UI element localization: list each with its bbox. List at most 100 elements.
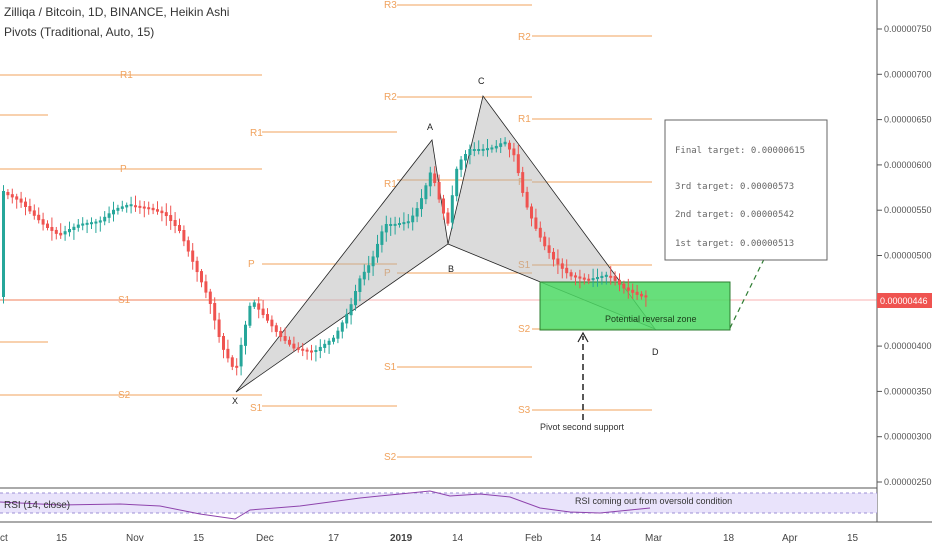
- price-tick-label: 0.00000250: [884, 477, 932, 487]
- candle-body: [186, 240, 190, 252]
- candle-body: [178, 225, 181, 231]
- pivot-label: R1: [250, 128, 263, 139]
- candle-body: [345, 314, 349, 324]
- pivot-label: R1: [518, 114, 531, 125]
- harmonic-pattern: X A B C D: [232, 76, 659, 406]
- candle-body: [472, 149, 476, 151]
- candle-body: [591, 278, 595, 281]
- candle-body: [640, 293, 643, 297]
- candle-body: [15, 196, 19, 200]
- candle-body: [41, 219, 45, 225]
- time-tick-label: Feb: [525, 533, 543, 544]
- candle-body: [129, 204, 133, 207]
- candle-body: [37, 214, 41, 221]
- support-arrow-head: [577, 331, 589, 343]
- candle-body: [195, 260, 199, 273]
- candle-body: [613, 276, 617, 281]
- candle-body: [635, 291, 639, 295]
- candle-body: [332, 337, 335, 342]
- time-tick-label: 14: [590, 533, 602, 544]
- pattern-point-label: A: [427, 122, 433, 132]
- candle-body: [248, 305, 252, 326]
- candle-body: [257, 303, 261, 310]
- candle-body: [292, 343, 296, 349]
- candle-body: [406, 221, 410, 224]
- candle-body: [261, 308, 265, 316]
- candle-body: [318, 346, 322, 352]
- candle-body: [85, 222, 89, 225]
- candle-body: [578, 276, 582, 279]
- last-price-label: 0.00000446: [880, 296, 928, 306]
- candle-body: [182, 230, 186, 242]
- time-tick-label: ct: [0, 533, 8, 544]
- candle-body: [415, 208, 419, 217]
- candle-body: [217, 319, 221, 337]
- rsi-note: RSI coming out from oversold condition: [575, 496, 732, 506]
- candle-body: [230, 357, 234, 367]
- price-tick-label: 0.00000350: [884, 386, 932, 396]
- candle-body: [81, 223, 85, 226]
- rsi-pane: [0, 490, 877, 520]
- candle-body: [565, 267, 569, 274]
- price-tick-label: 0.00000500: [884, 251, 932, 261]
- time-tick-label: 18: [723, 533, 735, 544]
- pivot-label: S1: [518, 260, 531, 271]
- candle-body: [525, 191, 529, 208]
- candle-body: [138, 205, 142, 208]
- candle-body: [574, 275, 577, 278]
- candle-body: [98, 220, 102, 223]
- candle-body: [516, 154, 520, 174]
- candle-body: [600, 275, 604, 278]
- candle-body: [481, 148, 485, 151]
- candle-body: [450, 195, 454, 223]
- candle-body: [270, 319, 274, 327]
- zone-label: Potential reversal zone: [605, 314, 697, 324]
- candle-body: [512, 148, 516, 156]
- candle-body: [626, 287, 630, 291]
- candle-body: [538, 227, 542, 238]
- pivot-label: S2: [118, 390, 131, 401]
- pivot-label: S1: [384, 362, 397, 373]
- time-tick-label: Dec: [256, 533, 274, 544]
- candle-body: [72, 226, 76, 230]
- indicator-label: Pivots (Traditional, Auto, 15): [4, 25, 154, 39]
- candle-body: [19, 198, 23, 203]
- candle-body: [125, 204, 129, 208]
- rsi-label: RSI (14, close): [4, 500, 70, 511]
- candle-body: [371, 256, 375, 267]
- candle-body: [486, 148, 489, 151]
- pivot-label: S1: [118, 295, 131, 306]
- candle-body: [459, 159, 463, 170]
- candle-body: [442, 198, 445, 214]
- candle-body: [587, 278, 591, 281]
- candle-body: [402, 222, 406, 225]
- candle-body: [94, 221, 98, 224]
- candle-body: [76, 224, 80, 228]
- price-tick-label: 0.00000650: [884, 115, 932, 125]
- candle-body: [323, 343, 327, 348]
- pivot-label: R2: [384, 92, 397, 103]
- candle-body: [354, 291, 357, 306]
- candle-body: [274, 325, 278, 332]
- candle-body: [446, 212, 450, 224]
- candle-body: [534, 217, 538, 229]
- candle-body: [6, 192, 10, 196]
- candle-body: [28, 206, 32, 212]
- candle-body: [2, 191, 5, 297]
- time-tick-label: 15: [193, 533, 205, 544]
- candle-body: [582, 277, 586, 280]
- candle-body: [327, 340, 331, 345]
- pivot-label: R3: [384, 0, 397, 11]
- pivot-label: R1: [120, 70, 133, 81]
- pattern-point-label: D: [652, 347, 659, 357]
- candle-body: [398, 223, 401, 225]
- candle-body: [618, 279, 621, 285]
- candle-body: [631, 289, 635, 293]
- candle-body: [169, 215, 173, 222]
- candle-body: [296, 347, 300, 350]
- candle-body: [437, 182, 441, 200]
- candle-body: [134, 205, 137, 208]
- candle-body: [340, 322, 344, 332]
